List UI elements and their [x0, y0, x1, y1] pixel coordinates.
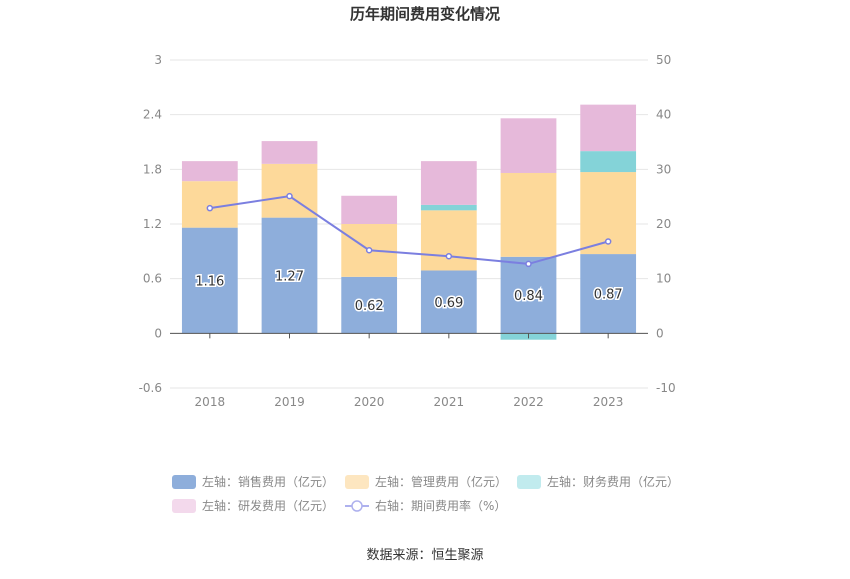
bar-segment: [420, 270, 477, 334]
right-tick-label: 0: [656, 326, 664, 340]
right-tick-label: 20: [656, 217, 671, 231]
bar-value-label: 0.84: [514, 289, 543, 304]
legend-swatch: [172, 499, 196, 513]
rate-point: [206, 204, 214, 212]
bar-segment: [261, 141, 318, 164]
bar-segment: [580, 104, 637, 152]
right-tick-label: 10: [656, 272, 671, 286]
bar-segment: [580, 151, 637, 173]
chart-title: 历年期间费用变化情况: [350, 5, 500, 23]
bar-value-label: 0.87: [594, 288, 623, 303]
bar-segment: [500, 172, 557, 257]
label-layer: 1.16 1.27 0.62 0.69 0.84 0.87: [194, 268, 624, 316]
bar-value-label: 0.62: [355, 299, 384, 314]
legend: 左轴：销售费用（亿元） 左轴：管理费用（亿元） 左轴：财务费用（亿元） 左轴：研发费用…: [172, 474, 679, 513]
left-tick-label: 0: [154, 326, 162, 340]
x-tick-label: 2020: [354, 395, 385, 409]
legend-label: 左轴：管理费用（亿元）: [375, 474, 507, 489]
axis-layer: -0.6 0 0.6 1.2 1.8 2.4 3 -10 0 10 20 30 40 50 2018 2019…: [139, 53, 676, 409]
bar-layer: [181, 104, 637, 340]
legend-swatch: [345, 475, 369, 489]
bar-segment: [341, 195, 398, 224]
rate-point: [604, 238, 612, 245]
left-tick-label: 2.4: [143, 108, 162, 122]
bar-value-label: 1.16: [195, 274, 224, 289]
legend-label: 左轴：财务费用（亿元）: [547, 474, 679, 489]
rate-line: [209, 195, 609, 265]
legend-swatch: [172, 475, 196, 489]
right-tick-label: 40: [656, 108, 671, 122]
bar-segment: [420, 210, 477, 271]
left-tick-label: 1.2: [143, 217, 162, 231]
x-tick-label: 2018: [195, 395, 226, 409]
legend-label: 左轴：销售费用（亿元）: [202, 474, 334, 489]
bar-segment: [500, 256, 557, 334]
left-tick-label: -0.6: [139, 381, 162, 395]
x-tick-label: 2022: [513, 395, 544, 409]
right-tick-label: -10: [656, 381, 676, 395]
bar-segment: [420, 161, 477, 205]
legend-label: 左轴：研发费用（亿元）: [202, 498, 334, 513]
x-tick-label: 2019: [274, 395, 305, 409]
bar-value-label: 1.27: [275, 269, 304, 284]
line-layer: [206, 192, 612, 268]
bar-segment: [580, 254, 637, 334]
rate-point: [286, 192, 293, 200]
left-tick-label: 1.8: [143, 162, 162, 176]
left-tick-label: 3: [154, 53, 162, 67]
x-tick-label: 2021: [434, 395, 465, 409]
legend-line-marker: [351, 500, 363, 512]
bar-value-label: 0.69: [434, 296, 463, 311]
legend-swatch: [517, 475, 541, 489]
source-note: 数据来源：恒生聚源: [366, 548, 483, 563]
bar-segment: [181, 161, 238, 182]
rate-point: [365, 246, 373, 254]
left-tick-label: 0.6: [143, 272, 162, 286]
rate-point: [445, 253, 453, 260]
bar-segment: [420, 204, 477, 211]
grid-layer: [170, 59, 648, 389]
rate-point: [525, 260, 532, 268]
legend-label: 右轴：期间费用率（%）: [375, 498, 506, 513]
bar-segment: [261, 217, 318, 334]
bar-segment: [500, 118, 557, 173]
right-tick-label: 30: [656, 162, 671, 176]
right-tick-label: 50: [656, 53, 671, 67]
bar-segment: [181, 227, 238, 334]
bar-segment: [341, 276, 398, 334]
x-tick-label: 2023: [593, 395, 624, 409]
